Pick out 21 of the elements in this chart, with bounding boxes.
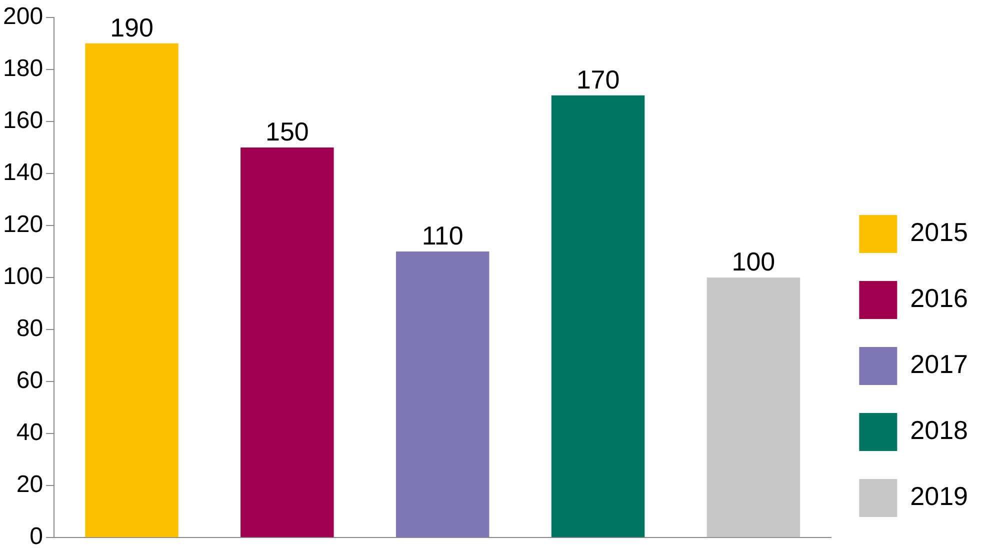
- data-label: 190: [110, 12, 154, 43]
- y-tick-label: 0: [30, 523, 44, 550]
- legend-label: 2015: [910, 217, 968, 248]
- y-tick-label: 200: [2, 3, 44, 30]
- y-tick-label: 160: [2, 107, 44, 134]
- legend-label: 2016: [910, 283, 968, 314]
- legend-label: 2017: [910, 349, 968, 380]
- y-tick-label: 20: [16, 471, 44, 498]
- y-tick-label: 80: [16, 315, 44, 342]
- y-tick-label: 140: [2, 159, 44, 186]
- y-tick-label: 120: [2, 211, 44, 238]
- y-tick-label: 100: [2, 263, 44, 290]
- legend-label: 2018: [910, 415, 968, 446]
- data-label: 170: [576, 64, 620, 95]
- y-tick-label: 180: [2, 55, 44, 82]
- data-label: 110: [422, 220, 464, 251]
- legend-label: 2019: [910, 481, 968, 512]
- data-label: 100: [732, 246, 776, 277]
- y-tick-label: 40: [16, 419, 44, 446]
- data-label: 150: [265, 116, 309, 147]
- y-tick-label: 60: [16, 367, 44, 394]
